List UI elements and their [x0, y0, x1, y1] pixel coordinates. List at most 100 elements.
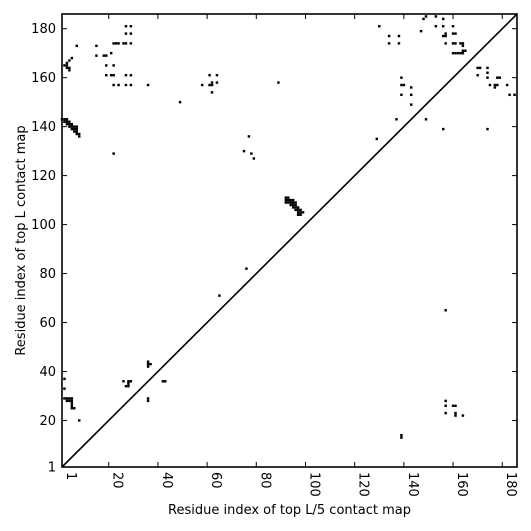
y-tick-label: 40 — [39, 365, 56, 380]
contact-point — [451, 32, 455, 35]
contact-point — [461, 51, 465, 55]
contact-point — [456, 51, 460, 55]
contact-point — [127, 384, 130, 388]
y-tick-label: 160 — [31, 71, 56, 86]
contact-point — [112, 83, 115, 87]
contact-point — [70, 125, 74, 128]
contact-point — [124, 384, 128, 388]
y-axis-title: Residue index of top L contact map — [14, 125, 29, 355]
contact-point — [441, 25, 445, 28]
contact-point — [109, 73, 113, 77]
contact-point — [493, 83, 497, 87]
contact-point — [476, 66, 479, 70]
contact-point — [400, 93, 403, 97]
contact-point — [400, 83, 403, 87]
contact-point — [299, 211, 302, 214]
contact-point — [387, 34, 391, 38]
x-tick-label: 120 — [356, 472, 371, 497]
contact-point — [498, 76, 502, 79]
contact-point — [122, 42, 125, 45]
contact-point — [68, 397, 71, 400]
y-tick-label: 120 — [31, 169, 56, 184]
x-axis-ticks: 1 20 40 60 80 100 120 140 160 180 — [61, 14, 518, 497]
contact-point — [70, 56, 74, 60]
contact-point — [70, 404, 74, 408]
contact-point — [164, 380, 167, 383]
contact-point — [65, 66, 69, 70]
x-tick-label: 20 — [110, 472, 125, 489]
contact-point — [146, 83, 150, 87]
contact-point — [73, 407, 76, 410]
contact-point — [441, 17, 445, 21]
contact-point — [289, 203, 292, 207]
contact-point — [75, 44, 78, 48]
contact-point — [124, 25, 128, 28]
contact-point — [454, 32, 457, 35]
contact-point — [378, 25, 381, 28]
x-tick-label: 80 — [257, 472, 272, 489]
contact-point — [454, 42, 457, 45]
contact-point — [146, 397, 150, 400]
contact-point — [65, 64, 69, 67]
contact-point — [478, 66, 482, 70]
contact-point — [70, 122, 74, 126]
contact-point — [146, 360, 150, 363]
contact-point — [114, 42, 118, 45]
contact-point — [454, 411, 457, 415]
contact-point — [129, 25, 133, 28]
contact-point — [129, 32, 133, 35]
contact-point — [68, 125, 71, 128]
contact-point — [129, 380, 133, 383]
x-tick-label: 1 — [63, 472, 78, 480]
contact-point — [444, 32, 447, 35]
contact-point — [402, 83, 406, 87]
x-tick-label: 40 — [159, 472, 174, 489]
contact-point — [451, 42, 455, 45]
contact-point — [387, 42, 391, 45]
contact-point — [296, 206, 300, 209]
contact-point — [486, 76, 489, 79]
contact-point — [109, 51, 113, 55]
contact-point — [68, 120, 71, 123]
y-tick-label: 20 — [39, 414, 56, 429]
contact-point — [296, 211, 300, 214]
y-tick-label: 60 — [39, 316, 56, 331]
contact-point — [77, 135, 81, 138]
contact-point — [73, 125, 76, 128]
contact-point — [73, 127, 76, 131]
contact-point — [105, 73, 108, 77]
y-tick-label: 100 — [31, 218, 56, 233]
contact-point — [444, 34, 447, 38]
contact-point — [178, 100, 182, 104]
contact-point — [486, 71, 489, 74]
contact-point — [75, 132, 78, 136]
contact-point — [444, 399, 447, 403]
contact-point — [291, 206, 295, 209]
y-tick-label: 1 — [48, 461, 56, 476]
contact-point — [461, 44, 465, 48]
contact-point — [124, 83, 128, 87]
contact-point — [289, 201, 292, 204]
contact-point — [294, 206, 297, 209]
contact-point — [410, 86, 413, 89]
contact-point — [375, 137, 379, 141]
contact-point — [284, 201, 288, 204]
contact-point — [513, 93, 516, 97]
contact-point — [112, 42, 115, 45]
contact-point — [68, 59, 71, 62]
contact-point — [63, 64, 66, 67]
contact-point — [441, 127, 445, 131]
y-tick-label: 140 — [31, 120, 56, 135]
contact-point — [444, 411, 447, 415]
contact-point — [124, 73, 128, 77]
contact-point — [424, 118, 428, 121]
contact-point — [70, 402, 74, 405]
contact-point — [284, 196, 288, 199]
contact-point — [291, 198, 295, 202]
contact-point — [291, 201, 295, 204]
contact-point — [294, 208, 297, 212]
contact-point — [112, 64, 115, 67]
contact-point — [210, 81, 214, 84]
